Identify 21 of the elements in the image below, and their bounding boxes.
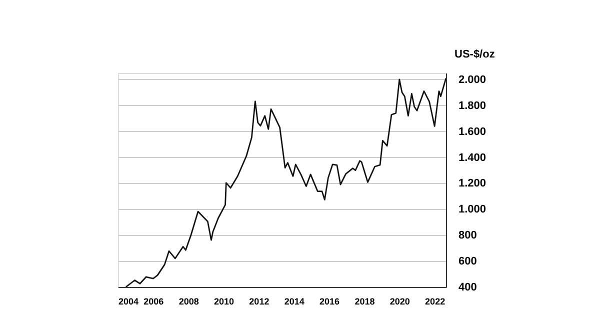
line-series <box>125 77 446 287</box>
y-tick-label: 1.000 <box>458 204 486 216</box>
x-tick-label: 2006 <box>144 296 164 306</box>
x-tick-label: 2008 <box>178 296 199 306</box>
y-tick-label: 1.400 <box>458 152 486 164</box>
x-tick-label: 2014 <box>284 296 304 306</box>
x-tick-label: 2010 <box>214 296 234 306</box>
y-tick-label: 800 <box>458 230 477 242</box>
y-tick-label: 1.800 <box>458 100 486 112</box>
y-tick-label: 1.600 <box>458 126 486 138</box>
y-tick-label: 2.000 <box>458 74 486 86</box>
x-tick-label: 2004 <box>118 296 139 306</box>
y-tick-label: 600 <box>458 256 477 268</box>
x-tick-label: 2016 <box>320 296 340 306</box>
x-tick-label: 2018 <box>354 296 375 306</box>
y-axis-title: US-$/oz <box>454 48 496 60</box>
y-tick-label: 1.200 <box>458 178 486 190</box>
x-tick-label: 2022 <box>425 296 446 306</box>
x-tick-label: 2012 <box>249 296 270 306</box>
x-tick-label: 2020 <box>390 296 410 306</box>
y-tick-label: 400 <box>458 282 477 294</box>
